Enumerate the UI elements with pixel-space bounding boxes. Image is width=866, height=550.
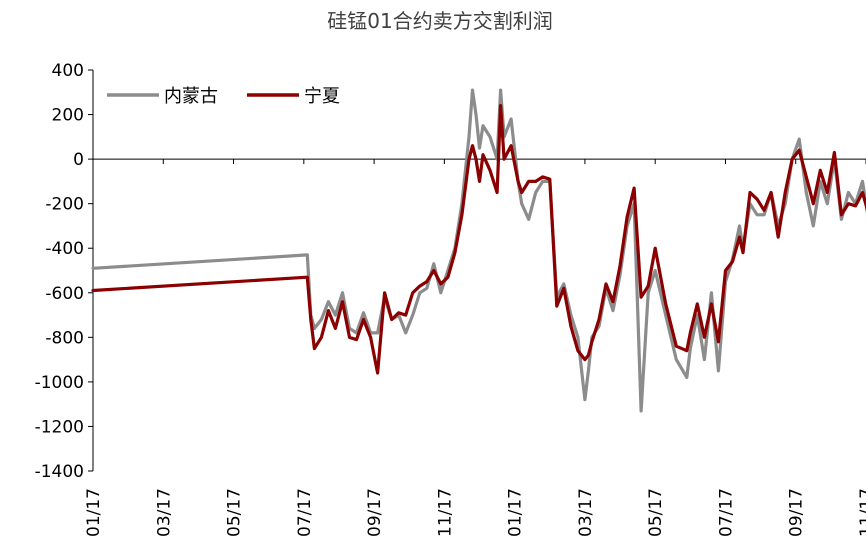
y-tick-label: -1200: [35, 417, 84, 437]
x-tick-label: 03/17: [154, 488, 174, 537]
x-tick-label: 09/17: [787, 488, 807, 537]
y-tick-label: -200: [45, 195, 84, 215]
legend-label-2: 宁夏: [304, 86, 340, 107]
y-tick-label: -1400: [35, 462, 84, 482]
x-tick-label: 01/17: [84, 488, 104, 537]
x-tick-label: 09/17: [365, 488, 385, 537]
series-line-1: [91, 88, 866, 413]
x-axis: 01/17 03/17 05/17 07/17 09/17 11/17 01/17 03/17…: [84, 158, 866, 537]
legend-label-1: 内蒙古: [164, 86, 218, 107]
x-tick-label: 11/17: [435, 488, 455, 537]
x-tick-label: 11/17: [857, 488, 866, 537]
y-tick-label: -600: [45, 284, 84, 304]
y-tick-label: 400: [52, 61, 84, 81]
y-tick-label: -800: [45, 328, 84, 348]
legend: 内蒙古 宁夏: [107, 86, 340, 107]
y-tick-label: 200: [52, 106, 84, 126]
x-tick-label: 07/17: [716, 488, 736, 537]
x-tick-label: 05/17: [646, 488, 666, 537]
x-tick-label: 03/17: [576, 488, 596, 537]
series-line-2: [91, 103, 866, 375]
y-axis: 400 200 0 -200 -400 -600 -800 -1000 -1200 -1400: [35, 61, 94, 482]
x-tick-label: 01/17: [506, 488, 526, 537]
chart-title: 硅锰01合约卖方交割利润: [327, 9, 552, 33]
series-layer: [91, 88, 866, 413]
x-tick-label: 05/17: [225, 488, 245, 537]
y-tick-label: 0: [73, 150, 84, 170]
y-tick-label: -400: [45, 239, 84, 259]
x-tick-label: 07/17: [295, 488, 315, 537]
y-tick-label: -1000: [35, 373, 84, 393]
